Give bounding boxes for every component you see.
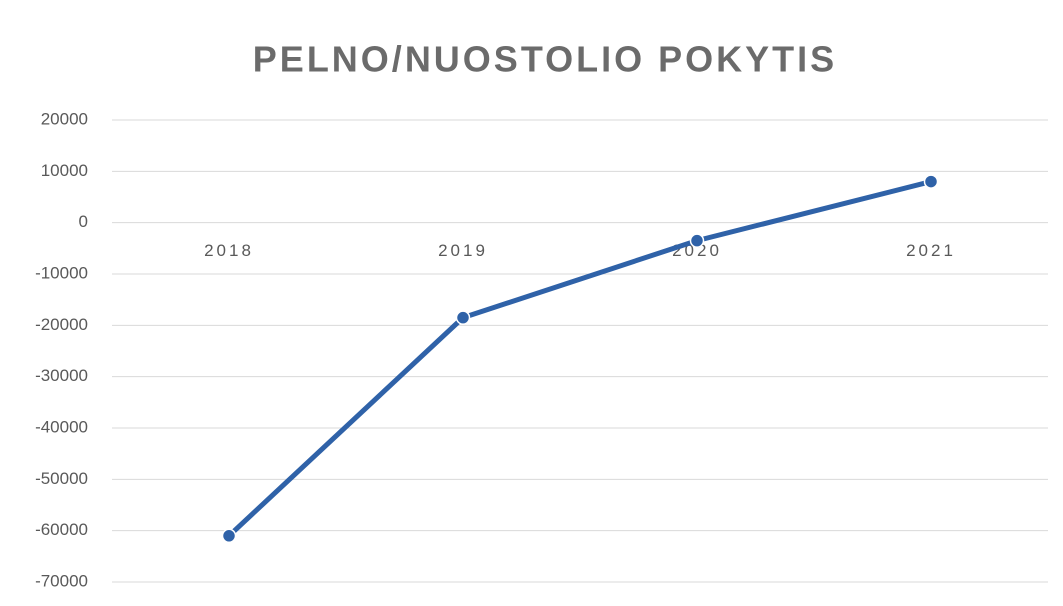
y-tick-label: -70000 bbox=[35, 571, 88, 590]
point bbox=[923, 174, 939, 189]
line bbox=[227, 179, 932, 538]
y-tick-label: 0 bbox=[79, 212, 88, 231]
y-tick-label: -50000 bbox=[35, 469, 88, 488]
point bbox=[689, 233, 705, 248]
point bbox=[455, 310, 471, 325]
y-tick-label: -10000 bbox=[35, 263, 88, 282]
chart-title: PELNO/NUOSTOLIO POKYTIS bbox=[253, 39, 837, 80]
x-tick-label: 2019 bbox=[438, 241, 488, 260]
y-tick-label: -20000 bbox=[35, 315, 88, 334]
y-tick-label: 10000 bbox=[41, 161, 88, 180]
x-tick-label: 2018 bbox=[204, 241, 254, 260]
y-tick-label: -40000 bbox=[35, 417, 88, 436]
point bbox=[221, 528, 237, 544]
y-tick-label: -30000 bbox=[35, 366, 88, 385]
y-tick-label: 20000 bbox=[41, 109, 88, 128]
y-tick-label: -60000 bbox=[35, 520, 88, 539]
x-tick-label: 2021 bbox=[906, 241, 956, 260]
